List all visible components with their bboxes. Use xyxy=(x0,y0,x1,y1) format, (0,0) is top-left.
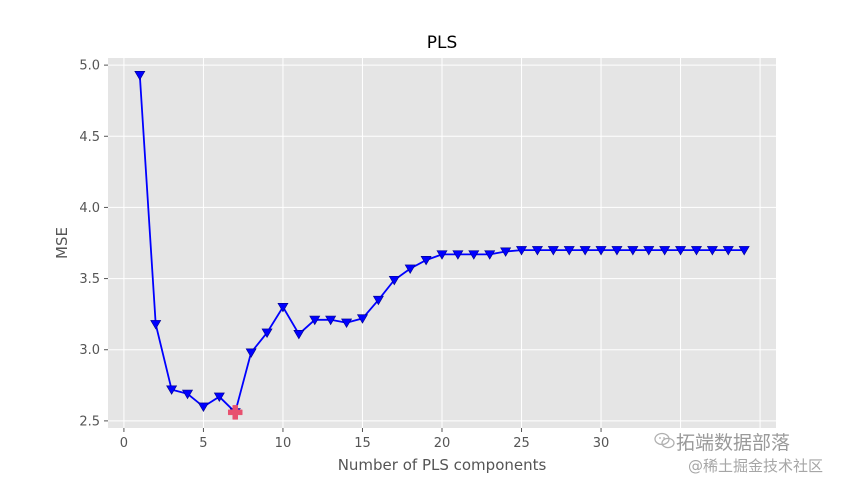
data-point xyxy=(372,295,384,306)
data-point xyxy=(531,246,543,256)
x-tick-label: 30 xyxy=(593,436,610,451)
y-tick-label: 2.5 xyxy=(79,414,100,429)
data-point xyxy=(309,315,321,326)
data-point xyxy=(659,246,671,256)
data-point xyxy=(436,250,448,260)
data-point xyxy=(675,246,687,256)
y-tick-label: 5.0 xyxy=(79,59,100,74)
x-axis-label: Number of PLS components xyxy=(338,456,547,474)
x-tick-label: 15 xyxy=(354,436,371,451)
data-point xyxy=(627,246,639,256)
data-point xyxy=(388,275,400,286)
data-point xyxy=(515,246,528,256)
data-point xyxy=(166,385,178,395)
data-point xyxy=(261,328,273,338)
data-point xyxy=(150,320,162,330)
data-point xyxy=(563,246,575,256)
data-point xyxy=(181,389,194,400)
data-point xyxy=(197,402,209,412)
y-tick-label: 3.5 xyxy=(79,272,100,287)
series xyxy=(134,71,750,420)
y-axis-label: MSE xyxy=(53,227,71,259)
x-tick-label: 25 xyxy=(513,436,530,451)
data-point xyxy=(245,348,257,358)
data-point xyxy=(500,247,512,257)
data-point xyxy=(547,246,559,256)
data-point xyxy=(420,256,432,266)
y-tick-label: 4.5 xyxy=(79,130,100,145)
data-point xyxy=(134,71,146,81)
data-point xyxy=(690,246,703,256)
data-point xyxy=(611,246,623,256)
grid xyxy=(108,58,776,428)
y-tick-label: 4.0 xyxy=(79,201,100,216)
data-point xyxy=(213,392,225,403)
data-point xyxy=(484,250,496,260)
data-point xyxy=(738,246,750,256)
watermark-subtitle: @稀土掘金技术社区 xyxy=(688,457,824,475)
data-point xyxy=(722,246,734,256)
y-tick-label: 3.0 xyxy=(79,343,100,358)
data-point xyxy=(404,264,416,274)
data-point xyxy=(595,246,607,256)
data-point xyxy=(293,330,305,340)
data-point xyxy=(452,250,464,260)
axis-ticks: 0 5 10 15 20 25 30 2.5 3.0 3.5 4.0 4.5 5.0 xyxy=(79,59,609,451)
data-point xyxy=(325,315,337,326)
data-point xyxy=(643,246,655,256)
data-point xyxy=(356,314,369,324)
data-point xyxy=(341,318,353,329)
min-point-marker xyxy=(227,405,243,420)
x-tick-label: 20 xyxy=(434,436,451,451)
chart-title: PLS xyxy=(427,33,458,53)
watermark-title: 拓端数据部落 xyxy=(676,432,791,454)
x-tick-label: 10 xyxy=(275,436,292,451)
data-point xyxy=(579,246,591,256)
wechat-icon xyxy=(654,432,675,449)
data-point xyxy=(277,302,289,313)
data-point xyxy=(468,250,480,260)
x-tick-label: 5 xyxy=(199,436,207,451)
data-point xyxy=(706,246,718,256)
x-tick-label: 0 xyxy=(120,436,128,451)
